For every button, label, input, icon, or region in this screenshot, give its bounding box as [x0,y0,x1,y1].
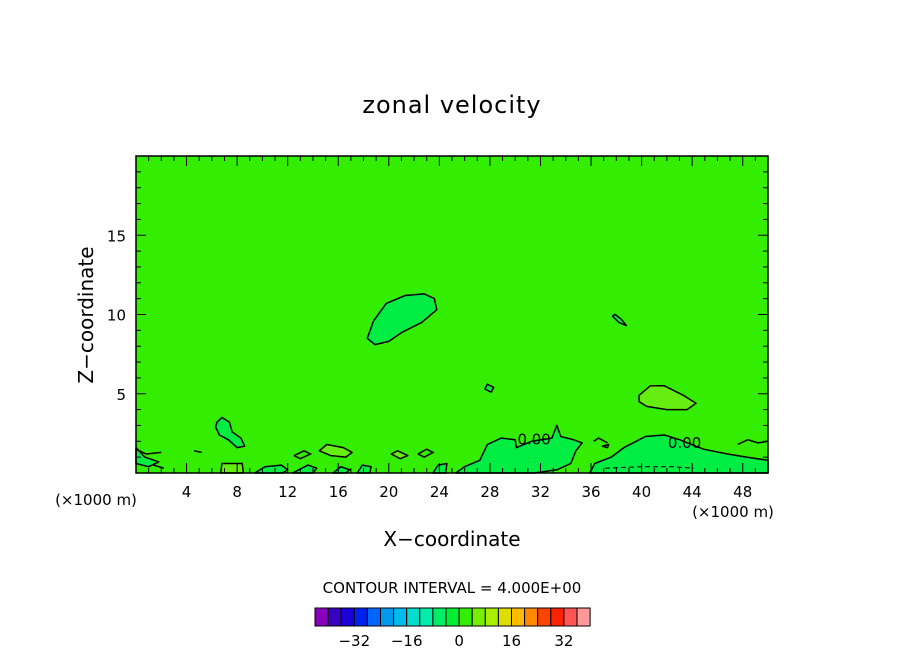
contour-region-2 [638,385,697,411]
y-axis: 5 10 15 [107,155,768,474]
colorbar-tick-label: −16 [391,632,423,650]
colorbar-swatch-7 [393,607,408,627]
negative-contour-line-1 [604,466,694,469]
colorbar-swatch-12 [458,607,473,627]
contour-region-4 [484,383,495,393]
contour-line-5 [193,450,202,454]
colorbar-swatch-2 [327,607,342,627]
y-tick-label: 10 [107,307,126,325]
x-tick-label: 44 [683,483,702,501]
y-tick-label: 5 [116,386,126,404]
x-tick-label: 20 [379,483,398,501]
colorbar-tick-label: 16 [502,632,521,650]
colorbar-swatch-3 [340,607,355,627]
x-unit-left: (×1000 m) [55,491,137,509]
contour-line-4 [417,448,435,458]
contour-region-17 [601,443,610,449]
y-tick-label: 15 [107,227,126,245]
x-tick-label: 12 [278,483,297,501]
colorbar-swatch-6 [380,607,395,627]
x-tick-label: 32 [531,483,550,501]
colorbar-swatch-20 [563,607,578,627]
x-tick-label: 28 [480,483,499,501]
colorbar-swatch-5 [366,607,381,627]
contour-region-6 [318,443,353,458]
contour-label-1: 0.00 [517,431,550,449]
contour-interval-label: CONTOUR INTERVAL = 4.000E+00 [323,579,582,597]
colorbar-swatch-14 [484,607,499,627]
colorbar-tick-label: 32 [554,632,573,650]
contour-region-5 [214,416,246,449]
colorbar-swatch-18 [537,607,552,627]
x-tick-label: 8 [232,483,242,501]
x-tick-label: 36 [581,483,600,501]
chart-title: zonal velocity [362,91,541,119]
plot-area: 0.00 0.00 [135,155,769,474]
colorbar-swatch-13 [471,607,486,627]
colorbar-swatch-1 [314,607,329,627]
x-tick-label: 24 [430,483,449,501]
x-axis-label: X−coordinate [383,527,520,551]
contour-line-1 [135,448,162,455]
contour-region-3 [611,313,628,327]
contour-region-9 [455,424,583,474]
x-tick-label: 48 [733,483,752,501]
field-background [136,156,768,473]
contour-line-3 [293,449,313,460]
colorbar-swatch-19 [550,607,565,627]
colorbar-swatch-15 [497,607,512,627]
contour-line-7 [737,438,769,446]
colorbar-swatch-4 [353,607,368,627]
colorbar-tick-label: −32 [338,632,370,650]
x-tick-label: 4 [182,483,192,501]
contour-line-6 [593,437,608,444]
colorbar-swatch-16 [511,607,526,627]
colorbar: −32 −16 0 16 32 [314,607,591,650]
contour-label-2: 0.00 [668,434,701,452]
y-axis-label: Z−coordinate [74,246,98,383]
colorbar-swatch-10 [432,607,447,627]
colorbar-swatch-8 [406,607,421,627]
contour-region-1 [366,293,438,346]
x-unit-right: (×1000 m) [692,503,774,521]
colorbar-swatch-17 [524,607,539,627]
colorbar-tick-label: 0 [454,632,464,650]
contour-region-7 [390,450,409,460]
colorbar-swatch-21 [576,607,591,627]
colorbar-swatch-11 [445,607,460,627]
x-tick-label: 16 [329,483,348,501]
x-tick-label: 40 [632,483,651,501]
colorbar-swatch-9 [419,607,434,627]
contour-line-2 [153,464,165,469]
x-axis: 4 8 12 16 20 24 28 32 36 40 44 48 [135,156,769,501]
